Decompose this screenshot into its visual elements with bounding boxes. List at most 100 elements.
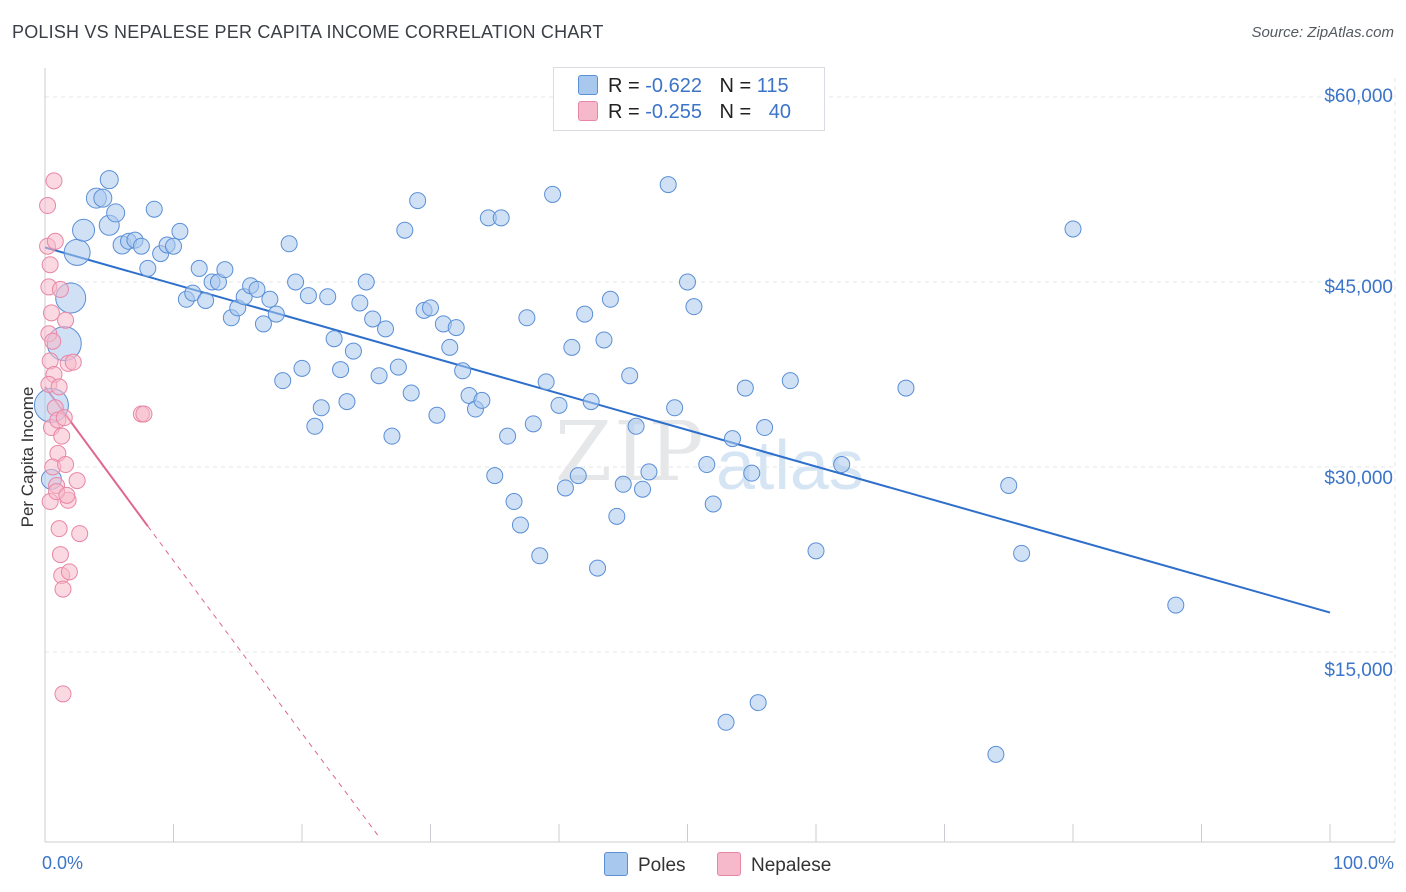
poles-point xyxy=(614,475,632,493)
poles-point xyxy=(505,493,523,511)
poles-point xyxy=(357,273,375,291)
poles-point xyxy=(621,367,639,385)
poles-point xyxy=(261,290,279,308)
poles-point xyxy=(274,372,292,390)
poles-point xyxy=(1064,220,1082,238)
poles-point xyxy=(396,221,414,239)
poles-point xyxy=(563,338,581,356)
poles-point xyxy=(428,406,446,424)
poles-trend-line xyxy=(44,246,1331,614)
poles-point xyxy=(1000,477,1018,494)
poles-point xyxy=(987,745,1005,763)
poles-point xyxy=(299,287,317,305)
poles-point xyxy=(833,456,851,474)
poles-point xyxy=(492,209,510,227)
poles-point xyxy=(132,237,150,255)
legend-poles-label: Poles xyxy=(638,855,686,876)
nepalese-point xyxy=(135,405,153,423)
legend-nepalese-swatch xyxy=(717,852,741,876)
poles-point xyxy=(441,338,459,356)
x-tick-label-min: 0.0% xyxy=(42,853,84,873)
poles-point xyxy=(659,176,677,194)
stats-box: R = -0.622 N = 115 R = -0.255 N = 40 xyxy=(553,67,825,131)
nepalese-point xyxy=(54,580,72,598)
poles-point xyxy=(280,235,298,253)
source-label: Source: ZipAtlas.com xyxy=(1251,24,1394,41)
nepalese-points xyxy=(39,172,153,703)
nepalese-point xyxy=(54,685,72,703)
poles-point xyxy=(351,294,369,312)
nepalese-point xyxy=(53,427,71,445)
poles-point xyxy=(184,284,202,302)
poles-point xyxy=(749,694,767,712)
r-label: R = xyxy=(608,75,640,97)
nepalese-swatch xyxy=(578,101,598,121)
poles-point xyxy=(781,372,799,390)
poles-point xyxy=(589,559,607,577)
poles-point xyxy=(422,299,439,317)
poles-point xyxy=(216,261,234,279)
nepalese-point xyxy=(50,520,68,538)
nepalese-point xyxy=(71,525,89,543)
poles-point xyxy=(666,399,684,417)
n-value: 40 xyxy=(768,101,792,123)
poles-point xyxy=(72,218,96,242)
n-label: N = xyxy=(719,101,752,123)
poles-point xyxy=(756,419,774,437)
nepalese-point xyxy=(60,563,78,581)
poles-point xyxy=(704,495,722,513)
legend-item-poles[interactable]: Poles xyxy=(604,852,686,877)
trend-lines xyxy=(44,246,1331,838)
poles-point xyxy=(685,298,703,316)
poles-point xyxy=(370,367,388,385)
poles-point xyxy=(338,393,356,411)
poles-point xyxy=(486,467,504,485)
nepalese-point xyxy=(51,280,69,298)
nepalese-point xyxy=(46,232,64,250)
chart-title: POLISH VS NEPALESE PER CAPITA INCOME COR… xyxy=(12,22,604,42)
nepalese-point xyxy=(39,197,57,215)
poles-point xyxy=(248,280,266,298)
poles-point xyxy=(383,427,401,445)
poles-point xyxy=(197,292,215,309)
y-axis-label: Per Capita Income xyxy=(18,386,37,528)
poles-point xyxy=(499,427,517,445)
poles-point xyxy=(454,362,472,380)
poles-point xyxy=(473,391,491,409)
x-tick-label-max: 100.0% xyxy=(1332,853,1394,873)
poles-point xyxy=(99,170,119,190)
poles-point xyxy=(717,713,735,731)
nepalese-point xyxy=(44,332,62,350)
poles-point xyxy=(254,315,272,333)
legend-item-nepalese[interactable]: Nepalese xyxy=(717,852,831,877)
poles-point xyxy=(582,393,600,411)
nepalese-point xyxy=(64,353,82,371)
y-tick-label-60000: $60,000 xyxy=(1324,86,1393,107)
poles-point xyxy=(306,417,324,435)
poles-point xyxy=(601,290,619,308)
poles-point xyxy=(640,463,658,481)
stats-row-poles: R = -0.622 N = 115 xyxy=(578,75,789,101)
poles-point xyxy=(106,203,126,223)
poles-point xyxy=(364,310,382,328)
poles-point xyxy=(736,379,754,397)
poles-point xyxy=(63,238,91,266)
poles-point xyxy=(409,192,427,210)
nepalese-trend-extension xyxy=(147,525,380,838)
poles-point xyxy=(1013,544,1031,562)
poles-point xyxy=(511,516,529,534)
nepalese-point xyxy=(42,304,60,322)
poles-point xyxy=(743,464,761,482)
poles-point xyxy=(897,379,915,397)
nepalese-point xyxy=(58,486,76,504)
poles-point xyxy=(190,259,208,277)
poles-point xyxy=(171,222,189,240)
nepalese-point xyxy=(45,172,63,190)
r-value: -0.622 xyxy=(645,75,702,97)
legend-poles-swatch xyxy=(604,852,628,876)
poles-point xyxy=(723,430,741,448)
legend-nepalese-label: Nepalese xyxy=(751,855,832,876)
poles-point xyxy=(550,396,568,414)
y-tick-label-15000: $15,000 xyxy=(1324,660,1393,681)
